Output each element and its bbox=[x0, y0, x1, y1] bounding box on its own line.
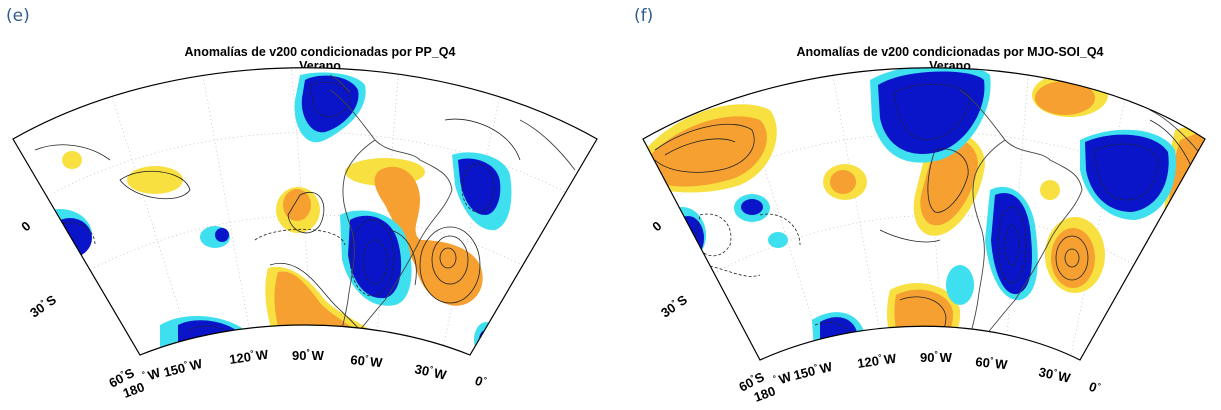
title-f: Anomalías de v200 condicionadas por MJO-… bbox=[796, 45, 1104, 59]
title-e: Anomalías de v200 condicionadas por PP_Q… bbox=[184, 45, 456, 59]
map-panel-f: 0 30°S 60°S 180 °W 150°W 120°W 90° W 60°W… bbox=[642, 67, 1206, 405]
lon-label-90: 90° W bbox=[292, 348, 325, 363]
lat-label-30s: 30°S bbox=[658, 292, 690, 321]
graticule-e bbox=[39, 67, 581, 355]
anomaly-field-e bbox=[13, 67, 597, 355]
map-border-f bbox=[642, 67, 1206, 361]
lon-label-0: 0° bbox=[473, 373, 488, 391]
lon-label-30: 30°W bbox=[1037, 364, 1072, 385]
lat-label-0: 0 bbox=[18, 218, 33, 234]
axis-labels-f: 0 30°S 60°S 180 °W 150°W 120°W 90° W 60°W… bbox=[649, 218, 1102, 405]
lat-label-30s: 30°S bbox=[27, 292, 59, 321]
anomaly-field-f bbox=[643, 67, 1205, 360]
lon-label-w-180: °W bbox=[772, 368, 794, 388]
lon-label-60: 60°W bbox=[975, 354, 1009, 372]
lon-label-90: 90° W bbox=[920, 350, 953, 365]
lon-label-0: 0° bbox=[1087, 379, 1102, 397]
map-panel-e: 0 30°S 60°S 180 °W 150°W 120°W 90° W 60°W… bbox=[12, 67, 598, 401]
coastlines-e bbox=[329, 74, 576, 346]
contours-e bbox=[34, 118, 521, 355]
lon-label-30: 30°W bbox=[413, 361, 448, 382]
lon-label-180: 180 bbox=[752, 383, 778, 405]
lon-label-120: 120°W bbox=[228, 347, 270, 367]
map-border-e bbox=[12, 67, 598, 356]
panel-letter-e: (e) bbox=[6, 6, 30, 26]
lat-label-0: 0 bbox=[649, 218, 664, 234]
lon-label-w-180: °W bbox=[141, 364, 163, 384]
lon-label-150: 150°W bbox=[792, 359, 834, 383]
lon-label-150: 150°W bbox=[162, 356, 204, 380]
lon-label-60: 60°W bbox=[350, 352, 384, 370]
panel-letter-f: (f) bbox=[634, 6, 654, 26]
lat-label-60s: 60°S bbox=[106, 365, 137, 391]
lon-label-120: 120°W bbox=[856, 351, 898, 371]
lon-label-180: 180 bbox=[121, 379, 147, 401]
